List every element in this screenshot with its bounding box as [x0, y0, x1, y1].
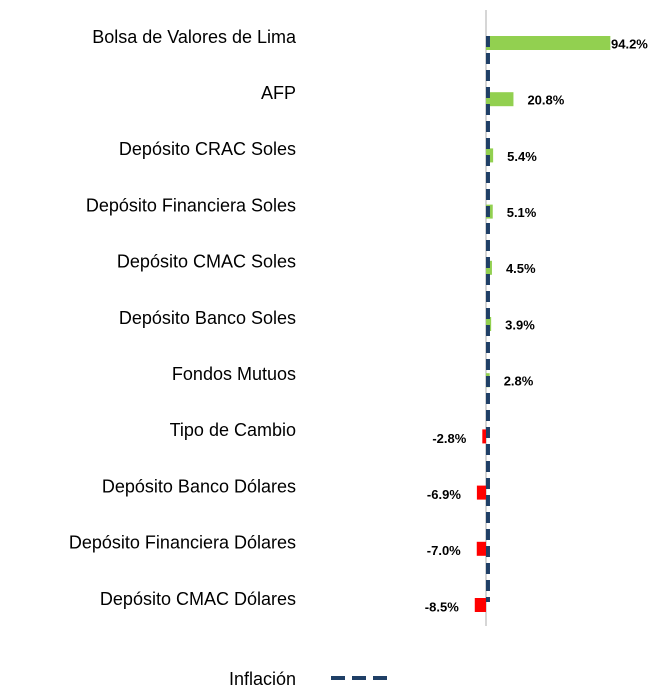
category-label: Tipo de Cambio — [170, 420, 296, 440]
category-label: AFP — [261, 83, 296, 103]
category-label: Depósito Banco Dólares — [102, 476, 296, 496]
value-label: -6.9% — [427, 487, 461, 502]
category-label: Depósito Financiera Soles — [86, 195, 296, 215]
value-label: -7.0% — [427, 543, 461, 558]
value-label: 4.5% — [506, 261, 536, 276]
value-label: -2.8% — [432, 431, 466, 446]
category-label: Fondos Mutuos — [172, 364, 296, 384]
category-label: Depósito CMAC Soles — [117, 252, 296, 272]
category-label: Depósito Financiera Dólares — [69, 533, 296, 553]
bar — [486, 36, 611, 50]
value-label: 5.1% — [507, 205, 537, 220]
value-label: 94.2% — [611, 36, 648, 51]
bar — [474, 598, 486, 612]
category-label: Depósito CRAC Soles — [119, 139, 296, 159]
bar — [486, 317, 492, 331]
value-label: 20.8% — [527, 93, 564, 108]
value-label: 2.8% — [504, 374, 534, 389]
bar — [486, 92, 514, 107]
legend-label: Inflación — [229, 669, 296, 689]
value-label: 3.9% — [505, 317, 535, 332]
category-label: Depósito CMAC Dólares — [100, 589, 296, 609]
bar — [476, 485, 486, 500]
category-label: Depósito Banco Soles — [119, 308, 296, 328]
value-label: 5.4% — [507, 149, 537, 164]
bar — [482, 429, 486, 444]
value-label: -8.5% — [425, 599, 459, 614]
bar — [476, 541, 486, 556]
category-label: Bolsa de Valores de Lima — [92, 27, 297, 47]
